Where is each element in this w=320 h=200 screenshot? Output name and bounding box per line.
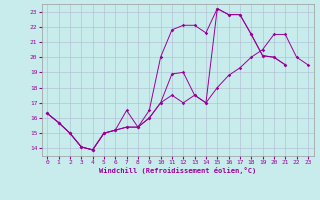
X-axis label: Windchill (Refroidissement éolien,°C): Windchill (Refroidissement éolien,°C) bbox=[99, 167, 256, 174]
